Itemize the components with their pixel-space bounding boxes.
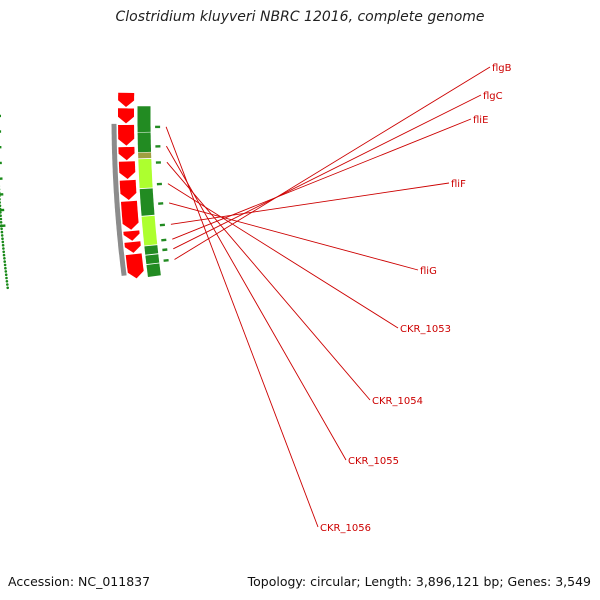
gene-labels: flgB flgC fliE fliF fliG CKR_1053 CKR_1054 CKR_… [155,63,512,534]
scale-dot [4,273,8,277]
backbone-line [111,123,127,276]
scale-dots [0,185,9,290]
gene-label: fliG [420,266,437,277]
accession-text: Accession: NC_011837 [8,574,151,589]
scale-dot [6,283,9,286]
scale-dot [3,263,7,267]
reverse-gene-track [137,106,161,277]
scale-dot [3,257,6,260]
gene-leader-line [168,202,419,271]
scale-dot [0,204,2,208]
scale-dot [4,270,8,273]
gene-label: CKR_1056 [320,523,371,534]
gene-marker-dash [161,238,167,242]
scale-dot [3,260,6,263]
forward-gene-arrow [118,124,135,146]
forward-gene-arrow [118,92,135,107]
scale-dot [0,221,3,224]
reverse-gene-segment [138,152,152,159]
scale-tick [0,224,6,228]
forward-gene-arrow [123,230,140,241]
gene-label: CKR_1055 [348,456,399,467]
scale-dot [2,250,5,254]
gene-label: fliF [451,179,466,190]
reverse-gene-segment [138,158,153,189]
gene-leader-line [166,161,371,401]
reverse-gene-segment [137,132,151,153]
reverse-gene-segment [137,106,151,133]
gene-leader-line [174,66,491,260]
scale-dot [0,198,1,201]
scale-dot [0,214,2,217]
reverse-gene-segment [145,254,160,265]
forward-gene-arrow [125,253,144,279]
scale-dot [0,230,4,234]
forward-gene-arrow [121,200,139,230]
scale-dot [2,253,6,257]
reverse-gene-segment [146,263,161,277]
scale-dot [1,240,5,244]
reverse-gene-segment [139,188,155,216]
gene-marker-dash [162,248,168,252]
scale-dot [1,237,4,240]
reverse-gene-segment [141,215,158,246]
scale-dot [5,280,9,283]
scale-dot [0,201,1,204]
scale-dot [0,234,4,237]
forward-gene-arrow [119,179,137,200]
scale-dot [4,266,7,270]
backbone-track [111,123,127,276]
forward-gene-arrow [118,161,136,179]
scale-tick [0,208,5,212]
gene-leader-line [165,126,319,528]
gene-marker-dash [163,259,169,262]
scale-dot [0,217,3,221]
gene-label: fliE [473,115,488,126]
scale-dot [5,276,8,280]
scale-ticks: 1197 kbp1198 kbp1199 kbp1200 kbp1201 kbp… [0,114,6,228]
gene-leader-line [170,182,450,225]
gene-label: flgC [483,91,503,102]
genome-summary-text: Topology: circular; Length: 3,896,121 bp… [247,574,591,589]
scale-dot [1,243,5,247]
gene-label: flgB [492,63,512,74]
scale-dot [0,227,3,231]
gene-leader-line [173,94,482,250]
gene-leader-line [166,145,347,461]
gene-label: CKR_1053 [400,324,451,335]
gene-leader-line [172,118,472,240]
forward-gene-arrow [124,241,141,253]
map-title: Clostridium kluyveri NBRC 12016, complet… [115,9,485,25]
scale-dot [0,191,1,194]
scale-dot [0,211,2,214]
scale-dot [2,247,5,250]
gene-label: CKR_1054 [372,396,423,407]
gene-leader-line [167,183,399,329]
scale-dot [6,286,9,290]
forward-gene-arrow [118,146,135,161]
forward-gene-track [118,92,144,279]
forward-gene-arrow [118,108,134,124]
reverse-gene-segment [144,245,159,255]
